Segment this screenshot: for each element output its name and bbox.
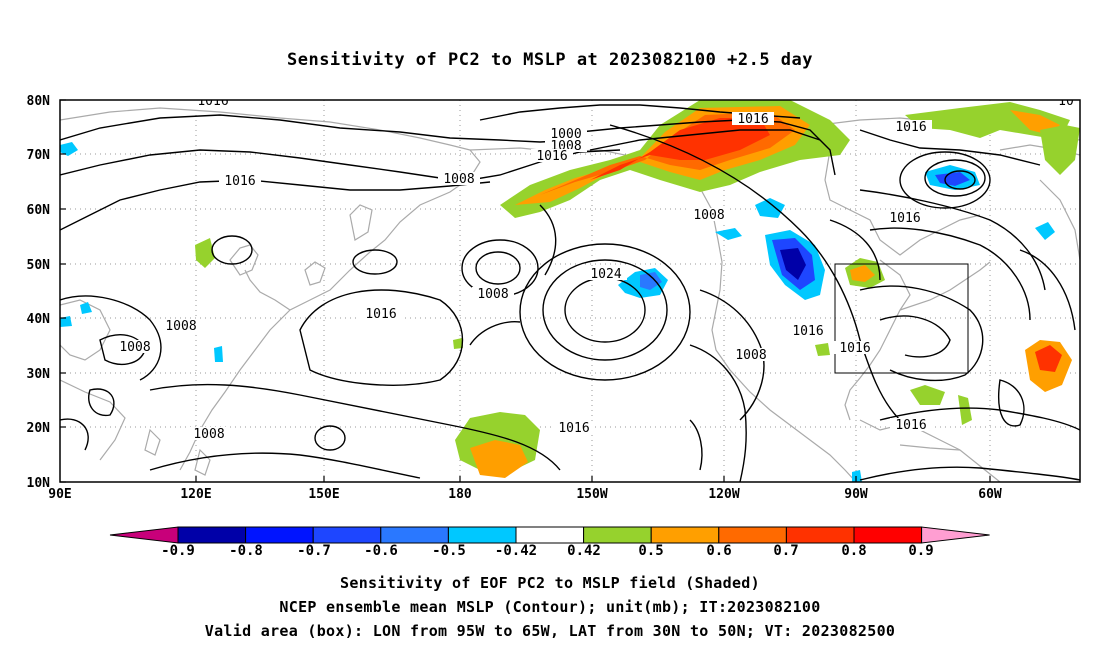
svg-text:1016: 1016 bbox=[224, 174, 255, 189]
contour-label: 1016 bbox=[219, 174, 261, 189]
colorbar-tick: 0.42 bbox=[567, 543, 601, 559]
contour-label: 1016 bbox=[360, 307, 402, 322]
svg-text:1008: 1008 bbox=[165, 319, 196, 334]
lat-label: 30N bbox=[27, 367, 51, 382]
contour-labels: 1016 1000 1008 1016 1016 1008 1016 1016 … bbox=[114, 94, 1080, 442]
contour-label: 1016 bbox=[553, 421, 595, 436]
svg-text:10: 10 bbox=[1058, 94, 1074, 109]
colorbar-tick: 0.5 bbox=[638, 543, 664, 559]
map-frame bbox=[59, 99, 1081, 483]
longitude-labels: 90E 120E 150E 180 150W 120W 90W 60W bbox=[48, 487, 1002, 502]
lon-label: 150E bbox=[308, 487, 339, 502]
valid-area-box bbox=[834, 263, 969, 374]
colorbar-segment bbox=[515, 526, 585, 544]
colorbar-segment bbox=[650, 526, 720, 544]
contour-label: 1008 bbox=[472, 287, 514, 302]
lat-label: 60N bbox=[27, 203, 51, 218]
contour-label: 1000 bbox=[545, 127, 587, 142]
contour-label: 1008 bbox=[730, 348, 772, 363]
colorbar-segment bbox=[380, 526, 449, 544]
contour-label: 10 bbox=[1052, 94, 1080, 109]
contour-label: 1016 bbox=[732, 112, 774, 127]
colorbar-tick: 0.9 bbox=[908, 543, 934, 559]
colorbar-segment bbox=[245, 526, 314, 544]
lat-label: 50N bbox=[27, 258, 51, 273]
contour-label: 1016 bbox=[884, 211, 926, 226]
colorbar-segment bbox=[785, 526, 855, 544]
contour-label: 1016 bbox=[890, 120, 932, 135]
colorbar-segment bbox=[718, 526, 787, 544]
svg-text:1008: 1008 bbox=[193, 427, 224, 442]
latitude-labels: 80N 70N 60N 50N 40N 30N 20N 10N bbox=[27, 94, 51, 491]
svg-text:1016: 1016 bbox=[895, 418, 926, 433]
lon-label: 60W bbox=[978, 487, 1002, 502]
colorbar-segment bbox=[447, 526, 517, 544]
lon-label: 120W bbox=[708, 487, 739, 502]
lon-label: 180 bbox=[448, 487, 472, 502]
colorbar-tick: -0.9 bbox=[161, 543, 195, 559]
colorbar-segment bbox=[583, 526, 652, 544]
colorbar-segment bbox=[853, 526, 923, 544]
svg-text:1016: 1016 bbox=[365, 307, 396, 322]
svg-text:1008: 1008 bbox=[443, 172, 474, 187]
svg-text:1016: 1016 bbox=[737, 112, 768, 127]
svg-text:1000: 1000 bbox=[550, 127, 581, 142]
colorbar-tick: -0.5 bbox=[432, 543, 466, 559]
colorbar-segment bbox=[109, 526, 179, 544]
svg-text:1008: 1008 bbox=[477, 287, 508, 302]
axis-ticks bbox=[60, 99, 991, 483]
lon-label: 90W bbox=[844, 487, 868, 502]
colorbar-tick: -0.42 bbox=[494, 543, 538, 559]
coastlines bbox=[60, 107, 1080, 482]
contour-label: 1008 bbox=[688, 208, 730, 223]
svg-text:1016: 1016 bbox=[839, 341, 870, 356]
contour-label: 1016 bbox=[531, 149, 573, 164]
colorbar-segment bbox=[312, 526, 382, 544]
colorbar-segment bbox=[177, 526, 247, 544]
colorbar bbox=[109, 526, 990, 544]
caption-line-2: NCEP ensemble mean MSLP (Contour); unit(… bbox=[279, 598, 821, 616]
contour-label: 1016 bbox=[890, 418, 932, 433]
contour-label: 1008 bbox=[188, 427, 230, 442]
contour-label: 1016 bbox=[787, 324, 829, 339]
lat-label: 70N bbox=[27, 148, 51, 163]
colorbar-tick: 0.8 bbox=[841, 543, 867, 559]
contour-label: 1016 bbox=[192, 94, 234, 109]
colorbar-tick: 0.7 bbox=[773, 543, 799, 559]
lon-label: 150W bbox=[576, 487, 607, 502]
svg-text:1016: 1016 bbox=[792, 324, 823, 339]
lat-label: 10N bbox=[27, 476, 51, 491]
svg-text:1016: 1016 bbox=[895, 120, 926, 135]
contour-label: 1008 bbox=[160, 319, 202, 334]
lat-label: 40N bbox=[27, 312, 51, 327]
caption-line-1: Sensitivity of EOF PC2 to MSLP field (Sh… bbox=[340, 574, 760, 592]
svg-text:1016: 1016 bbox=[558, 421, 589, 436]
lat-label: 80N bbox=[27, 94, 51, 109]
lon-label: 90E bbox=[48, 487, 71, 502]
contour-label: 1008 bbox=[114, 340, 156, 355]
contour-label: 1008 bbox=[438, 172, 480, 187]
svg-text:1016: 1016 bbox=[536, 149, 567, 164]
contour-label: 1024 bbox=[585, 267, 627, 282]
contour-label: 1008 bbox=[545, 139, 587, 154]
svg-text:1016: 1016 bbox=[197, 94, 228, 109]
caption-line-3: Valid area (box): LON from 95W to 65W, L… bbox=[204, 622, 896, 640]
lon-label: 120E bbox=[180, 487, 211, 502]
colorbar-tick: -0.6 bbox=[364, 543, 398, 559]
svg-text:1008: 1008 bbox=[119, 340, 150, 355]
svg-text:1008: 1008 bbox=[735, 348, 766, 363]
map-title: Sensitivity of PC2 to MSLP at 2023082100… bbox=[286, 50, 813, 70]
lat-label: 20N bbox=[27, 421, 51, 436]
svg-text:1008: 1008 bbox=[693, 208, 724, 223]
colorbar-segment bbox=[921, 526, 990, 544]
colorbar-tick: 0.6 bbox=[706, 543, 732, 559]
svg-text:1024: 1024 bbox=[590, 267, 621, 282]
contour-label: 1016 bbox=[834, 341, 876, 356]
colorbar-tick: -0.7 bbox=[297, 543, 331, 559]
colorbar-tick: -0.8 bbox=[229, 543, 263, 559]
svg-text:1016: 1016 bbox=[889, 211, 920, 226]
